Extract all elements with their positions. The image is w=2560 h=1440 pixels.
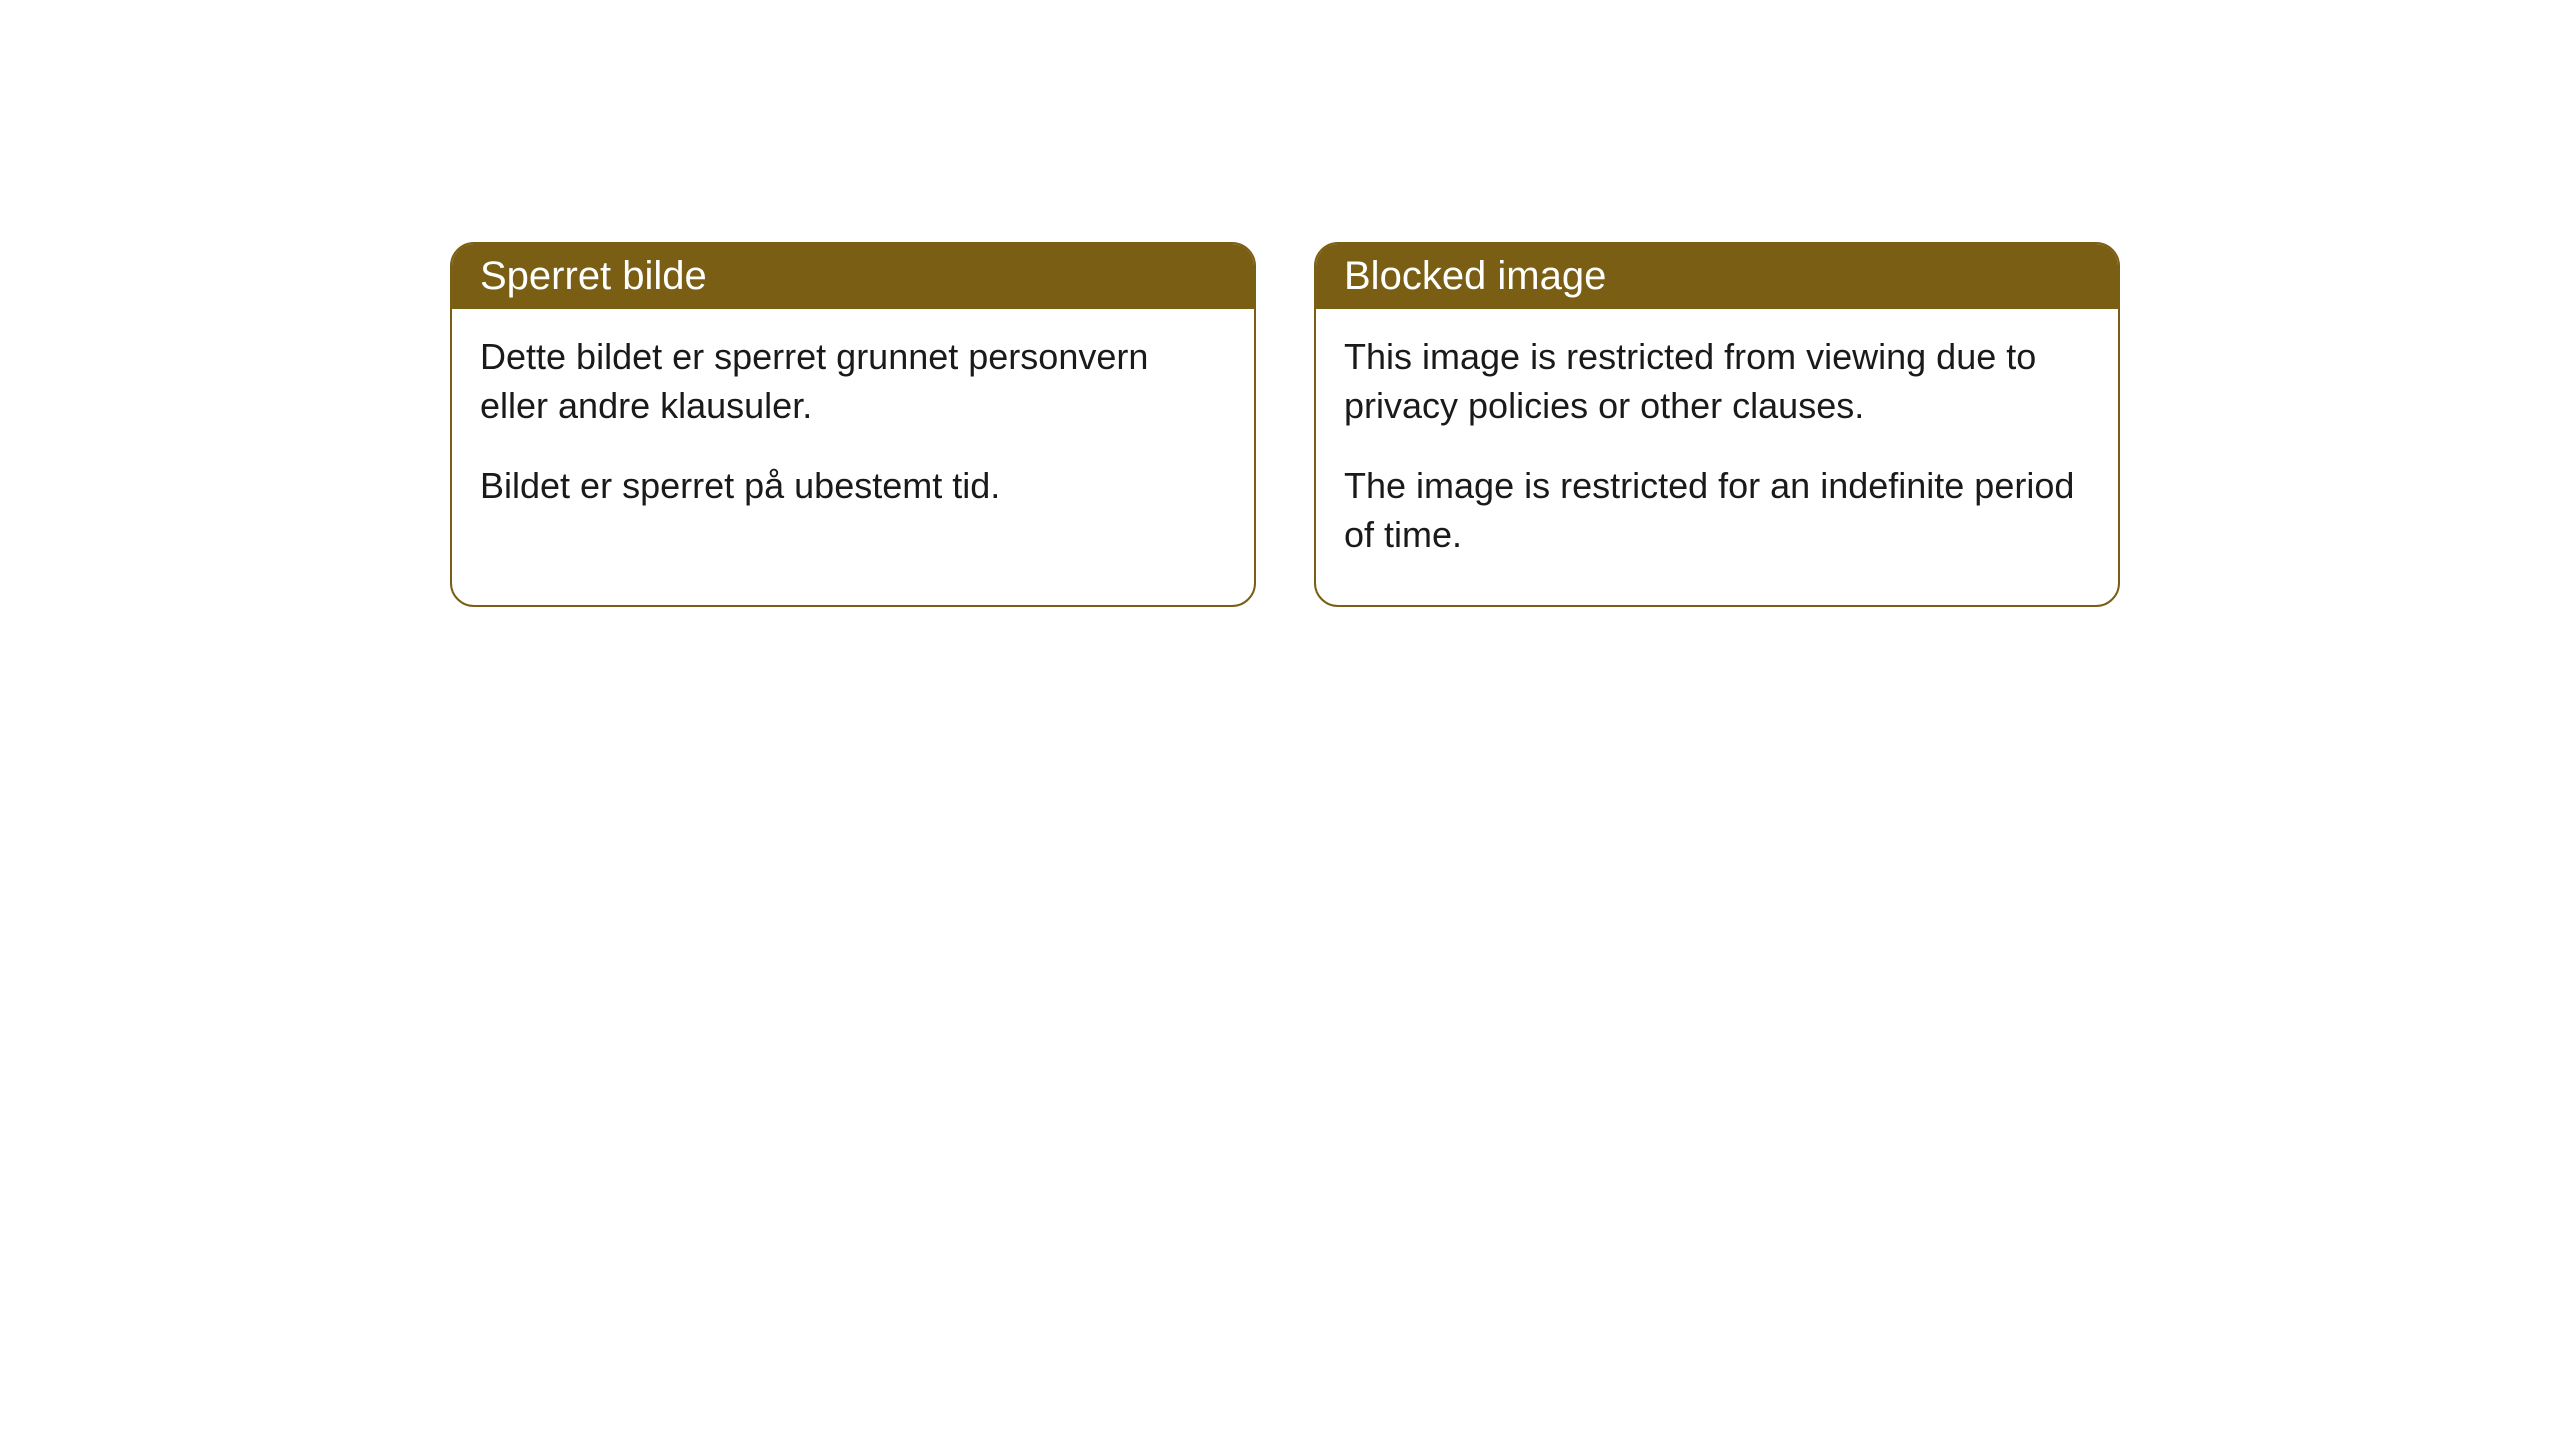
card-header: Blocked image [1316, 244, 2118, 309]
card-header: Sperret bilde [452, 244, 1254, 309]
card-paragraph: This image is restricted from viewing du… [1344, 333, 2090, 430]
card-title: Blocked image [1344, 254, 1606, 298]
notice-cards-container: Sperret bilde Dette bildet er sperret gr… [450, 242, 2120, 607]
card-body: This image is restricted from viewing du… [1316, 309, 2118, 605]
blocked-image-card-en: Blocked image This image is restricted f… [1314, 242, 2120, 607]
blocked-image-card-no: Sperret bilde Dette bildet er sperret gr… [450, 242, 1256, 607]
card-paragraph: The image is restricted for an indefinit… [1344, 462, 2090, 559]
card-body: Dette bildet er sperret grunnet personve… [452, 309, 1254, 557]
card-paragraph: Dette bildet er sperret grunnet personve… [480, 333, 1226, 430]
card-title: Sperret bilde [480, 254, 707, 298]
card-paragraph: Bildet er sperret på ubestemt tid. [480, 462, 1226, 511]
